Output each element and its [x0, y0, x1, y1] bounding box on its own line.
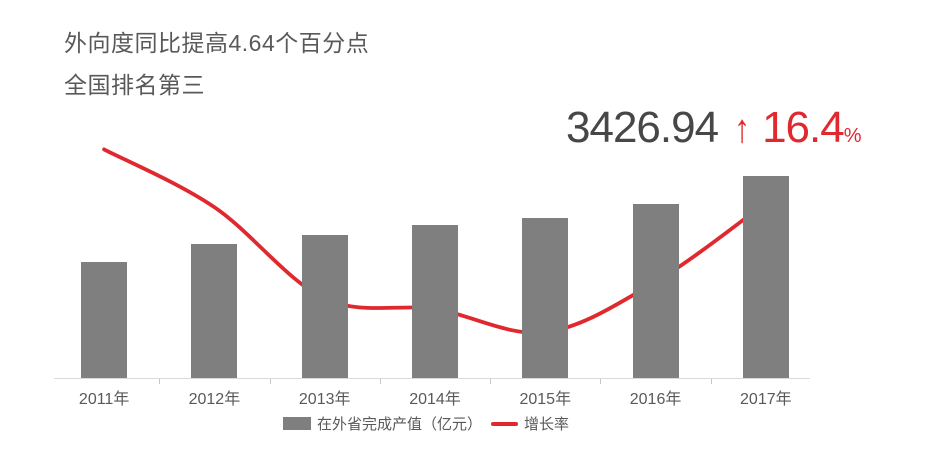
x-axis-tick: [600, 379, 602, 384]
stat-callout: 3426.94 ↑ 16.4 %: [566, 106, 862, 150]
bar-2011年: [81, 262, 128, 378]
bar-2012年: [191, 244, 238, 378]
x-axis-line: [54, 378, 810, 379]
x-axis-tick: [710, 379, 712, 384]
chart-plot-area: 2011年 2012年 2013年 2014年 2015年 2016年 2017年: [49, 140, 821, 408]
x-axis-tick: [379, 379, 381, 384]
stat-total-value: 3426.94: [566, 103, 719, 152]
bar-2013年: [301, 235, 348, 378]
bar-2014年: [412, 225, 458, 378]
x-axis-tick: [490, 379, 492, 384]
up-arrow-icon: ↑: [734, 107, 751, 151]
x-axis-label-2016年: 2016年: [629, 391, 682, 408]
stat-growth-value: 16.4: [762, 103, 845, 152]
bar-2016年: [632, 204, 679, 378]
x-axis-label-2012年: 2012年: [188, 391, 241, 408]
legend-line-swatch-icon: [491, 421, 519, 426]
legend-bar-label: 在外省完成产值（亿元）: [317, 416, 483, 433]
x-axis-label-2014年: 2014年: [409, 391, 461, 408]
x-axis-tick: [159, 379, 161, 384]
bar-2017年: [742, 176, 789, 378]
x-axis-label-2017年: 2017年: [740, 391, 792, 408]
headline-primary: 外向度同比提高4.64个百分点: [64, 30, 370, 56]
stat-growth-unit: %: [843, 125, 862, 147]
legend-line-label: 增长率: [524, 416, 570, 433]
x-axis-label-2013年: 2013年: [298, 391, 351, 408]
x-axis-label-2015年: 2015年: [519, 391, 572, 408]
bar-2015年: [522, 218, 569, 378]
legend-bar-swatch-icon: [283, 417, 311, 430]
x-axis-tick: [269, 379, 271, 384]
chart-legend: 在外省完成产值（亿元） 增长率: [283, 413, 569, 434]
headline-secondary: 全国排名第三: [64, 72, 205, 98]
x-axis-label-2011年: 2011年: [78, 391, 130, 408]
